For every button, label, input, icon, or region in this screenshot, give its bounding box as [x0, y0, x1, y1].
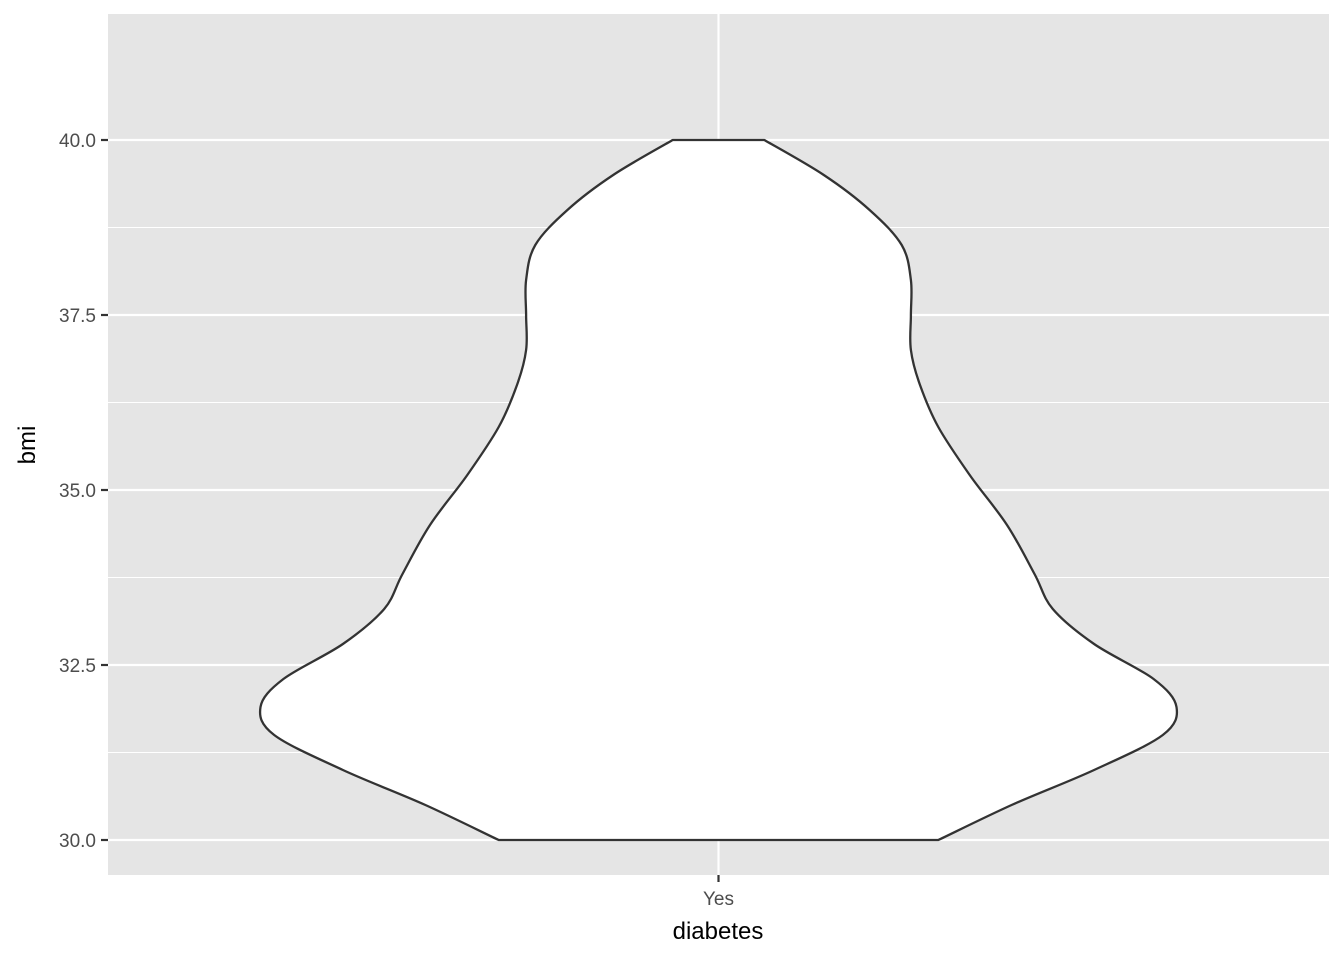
y-axis: 30.0 32.5 35.0 37.5 40.0 [59, 131, 108, 852]
x-axis: Yes [703, 875, 734, 910]
violin-layer [258, 138, 1179, 842]
x-tick-label: Yes [703, 889, 734, 910]
y-tick-label: 40.0 [59, 131, 96, 152]
y-tick-label: 35.0 [59, 481, 96, 502]
x-axis-title: diabetes [673, 918, 764, 945]
y-tick-label: 37.5 [59, 306, 96, 327]
violin-yes [258, 138, 1179, 842]
y-axis-title: bmi [14, 426, 41, 465]
y-tick-label: 32.5 [59, 656, 96, 677]
y-tick-label: 30.0 [59, 831, 96, 852]
